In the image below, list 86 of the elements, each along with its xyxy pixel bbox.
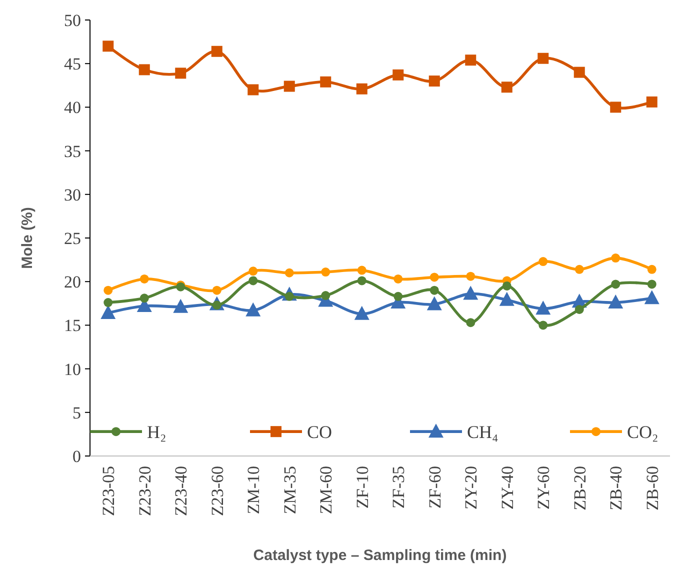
y-tick-label: 45 <box>64 54 81 74</box>
y-tick-label: 0 <box>72 446 81 466</box>
point <box>175 68 186 79</box>
y-tick-label: 25 <box>64 228 81 248</box>
y-tick-label: 40 <box>64 98 81 118</box>
point <box>574 264 584 274</box>
point <box>284 268 294 278</box>
point <box>430 286 439 295</box>
x-tick-label: ZF-35 <box>389 466 408 508</box>
x-axis-title: Catalyst type – Sampling time (min) <box>253 547 507 564</box>
point <box>430 272 439 282</box>
legend-label: CO <box>307 422 332 442</box>
point <box>394 292 403 301</box>
point <box>100 304 116 319</box>
point <box>426 296 442 310</box>
point <box>465 54 476 66</box>
point <box>502 281 512 290</box>
point <box>211 46 222 57</box>
point <box>538 52 549 64</box>
point <box>647 264 656 274</box>
y-tick-label: 10 <box>64 360 81 379</box>
point <box>392 69 404 80</box>
x-tick-label: ZY-40 <box>498 466 517 510</box>
point <box>104 286 113 295</box>
point <box>321 291 330 300</box>
x-tick-label: ZF-10 <box>352 466 372 508</box>
x-tick-label: ZY-60 <box>534 466 554 510</box>
point <box>321 268 330 277</box>
y-tick-label: 30 <box>64 185 81 204</box>
point <box>394 274 403 284</box>
y-tick-label: 35 <box>64 142 81 161</box>
x-tick-label: ZM-35 <box>280 466 300 514</box>
point <box>611 280 620 289</box>
legend-label: CH₄ <box>467 422 498 442</box>
x-tick-label: ZB-60 <box>642 466 662 510</box>
legend-label: H₂ <box>147 422 166 442</box>
point <box>466 318 476 328</box>
legend-label: CO₂ <box>627 422 658 442</box>
point <box>608 294 624 309</box>
point <box>356 83 368 94</box>
point <box>138 64 150 76</box>
point <box>354 306 370 320</box>
x-tick-label: ZM-10 <box>244 466 264 514</box>
x-tick-label: ZB-40 <box>606 466 626 510</box>
x-tick-label: ZM-60 <box>316 466 336 514</box>
point <box>646 96 658 108</box>
point <box>320 76 332 88</box>
point <box>574 305 584 314</box>
point <box>647 280 656 289</box>
point <box>357 276 366 286</box>
y-tick-label: 20 <box>64 272 81 292</box>
point <box>248 276 258 286</box>
y-axis-title: Mole (%) <box>19 207 36 269</box>
point <box>246 302 261 316</box>
point <box>248 266 258 276</box>
point <box>538 257 548 266</box>
point <box>212 286 222 295</box>
point <box>173 298 188 313</box>
point <box>104 298 113 308</box>
x-tick-label: Z23-60 <box>208 466 227 516</box>
point <box>357 266 366 275</box>
point <box>284 80 295 92</box>
point <box>102 40 114 52</box>
point <box>536 300 551 315</box>
x-tick-label: ZB-20 <box>570 466 590 510</box>
x-tick-label: Z23-40 <box>172 466 191 516</box>
point <box>644 290 660 304</box>
point <box>538 320 548 330</box>
point <box>428 76 440 87</box>
point <box>501 82 512 93</box>
point <box>499 292 514 306</box>
point <box>466 272 476 281</box>
x-tick-label: Z23-20 <box>135 466 154 516</box>
point <box>574 66 585 78</box>
point <box>463 286 478 300</box>
point <box>140 274 149 284</box>
point <box>610 102 622 113</box>
y-tick-label: 5 <box>72 403 81 422</box>
x-tick-label: ZY-20 <box>462 466 481 510</box>
y-tick-label: 15 <box>64 316 81 336</box>
x-tick-label: ZF-60 <box>425 466 444 508</box>
point <box>140 294 149 303</box>
point <box>248 84 259 96</box>
point <box>611 254 620 263</box>
x-tick-label: Z23-05 <box>99 466 118 516</box>
y-tick-label: 50 <box>64 10 81 30</box>
